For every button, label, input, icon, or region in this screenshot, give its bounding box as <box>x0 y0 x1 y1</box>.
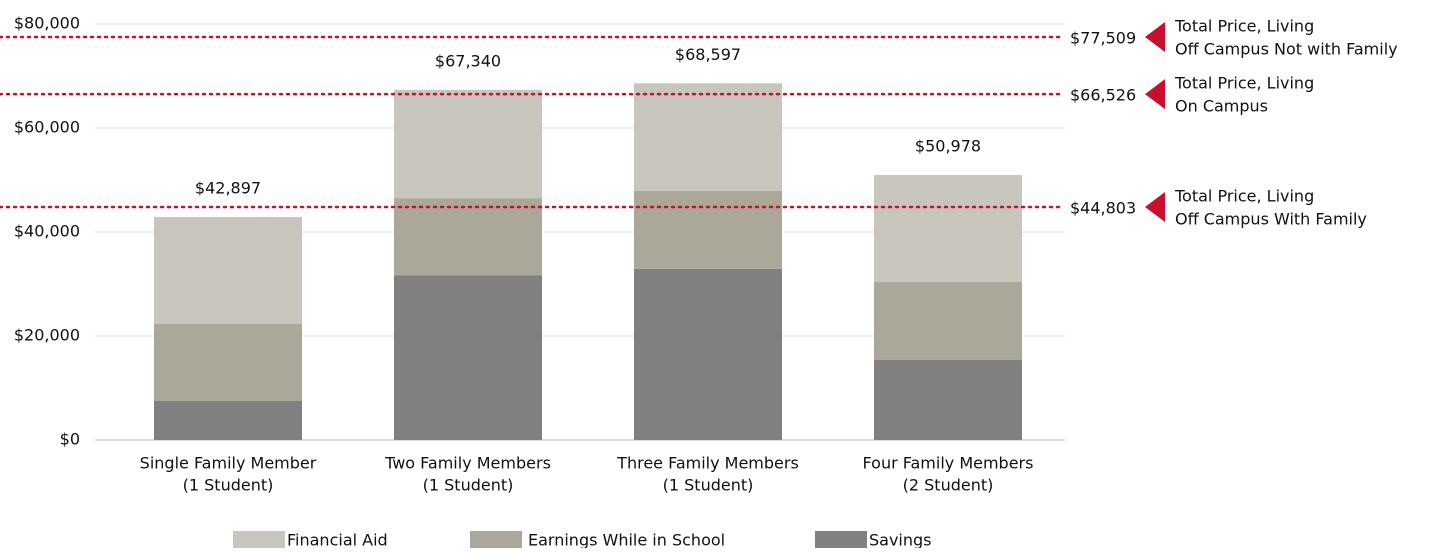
reference-annotation: Off Campus Not with Family <box>1175 39 1398 58</box>
reference-pointer <box>1145 192 1165 223</box>
bar-segment <box>154 401 302 440</box>
x-tick-label: Two Family Members <box>384 454 551 473</box>
reference-annotation: Total Price, Living <box>1174 16 1314 35</box>
reference-label: $77,509 <box>1070 28 1136 47</box>
bar-segment <box>874 359 1022 440</box>
bar-segment <box>394 275 542 440</box>
legend-swatch <box>470 531 522 548</box>
bar-segment <box>634 268 782 440</box>
y-tick-label: $40,000 <box>14 222 80 241</box>
legend-label: Savings <box>869 531 932 549</box>
reference-pointer <box>1145 79 1165 110</box>
x-tick-label: (1 Student) <box>663 476 754 495</box>
legend-label: Earnings While in School <box>528 531 725 549</box>
legend-label: Financial Aid <box>287 531 388 549</box>
total-label: $67,340 <box>435 51 501 70</box>
y-tick-label: $0 <box>60 430 80 449</box>
reference-annotation: Off Campus With Family <box>1175 210 1367 229</box>
reference-label: $66,526 <box>1070 86 1136 105</box>
bar-segment <box>874 281 1022 360</box>
total-label: $50,978 <box>915 136 981 155</box>
reference-annotation: On Campus <box>1175 97 1268 116</box>
x-tick-label: (1 Student) <box>423 476 514 495</box>
bar-segment <box>634 83 782 191</box>
reference-pointer <box>1145 21 1165 52</box>
reference-annotation: Total Price, Living <box>1174 74 1314 93</box>
y-tick-label: $60,000 <box>14 118 80 137</box>
x-tick-label: (2 Student) <box>903 476 994 495</box>
x-tick-label: Three Family Members <box>616 454 799 473</box>
bar-segment <box>154 324 302 401</box>
reference-annotation: Total Price, Living <box>1174 187 1314 206</box>
reference-label: $44,803 <box>1070 199 1136 218</box>
x-tick-label: Single Family Member <box>140 454 317 473</box>
x-tick-label: Four Family Members <box>863 454 1034 473</box>
y-tick-label: $20,000 <box>14 326 80 345</box>
bar-segment <box>394 198 542 276</box>
y-tick-label: $80,000 <box>14 14 80 33</box>
legend-swatch <box>815 531 867 548</box>
bar-segment <box>874 174 1022 282</box>
x-tick-label: (1 Student) <box>183 476 274 495</box>
legend-swatch <box>233 531 285 548</box>
total-label: $68,597 <box>675 45 741 64</box>
bar-segment <box>154 216 302 325</box>
bar-segment <box>394 89 542 199</box>
total-label: $42,897 <box>195 178 261 197</box>
bar-segment <box>634 190 782 269</box>
